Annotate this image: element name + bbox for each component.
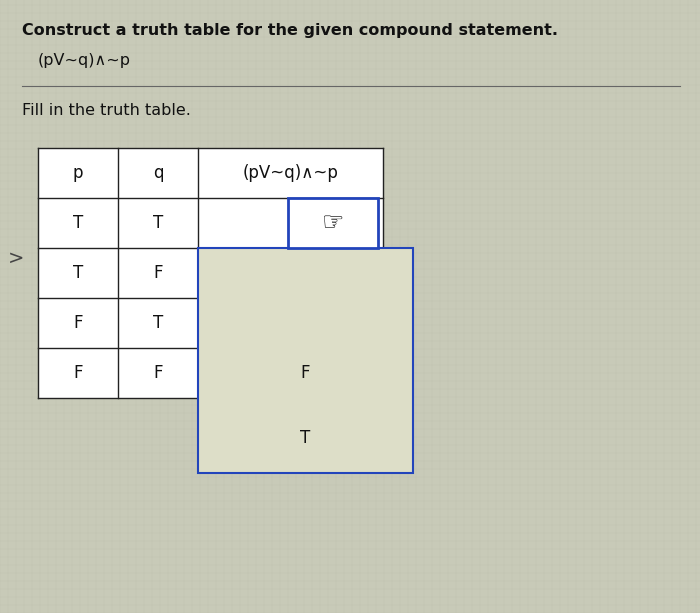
Text: Fill in the truth table.: Fill in the truth table. <box>22 103 191 118</box>
Bar <box>288 198 378 248</box>
Text: T: T <box>73 264 83 282</box>
Text: F: F <box>74 364 83 382</box>
Text: T: T <box>153 214 163 232</box>
Text: T: T <box>153 314 163 332</box>
Text: F: F <box>153 264 162 282</box>
Text: >: > <box>8 248 25 267</box>
Bar <box>198 248 413 473</box>
Text: (pV~q)∧~p: (pV~q)∧~p <box>243 164 338 182</box>
Text: T: T <box>300 429 311 447</box>
Text: (pV~q)∧~p: (pV~q)∧~p <box>38 53 131 68</box>
Text: p: p <box>73 164 83 182</box>
Text: q: q <box>153 164 163 182</box>
Text: Construct a truth table for the given compound statement.: Construct a truth table for the given co… <box>22 23 558 38</box>
Text: F: F <box>153 364 162 382</box>
Bar <box>38 148 383 398</box>
Text: ☞: ☞ <box>322 211 344 235</box>
Text: F: F <box>301 364 310 382</box>
Text: T: T <box>73 214 83 232</box>
Text: F: F <box>74 314 83 332</box>
